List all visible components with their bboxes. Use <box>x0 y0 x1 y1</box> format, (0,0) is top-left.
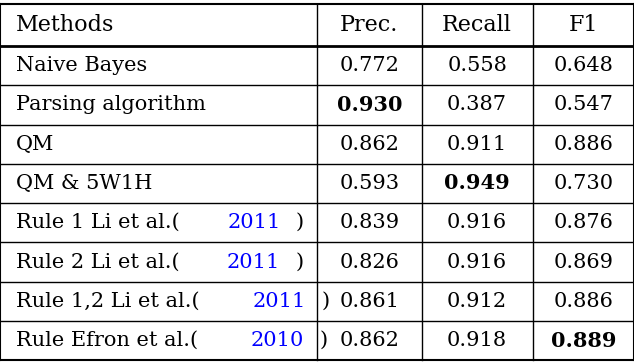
Text: 0.876: 0.876 <box>553 213 613 232</box>
Text: 0.949: 0.949 <box>444 174 510 194</box>
Text: ): ) <box>296 213 304 232</box>
Text: ): ) <box>320 331 328 350</box>
Text: 0.862: 0.862 <box>339 331 399 350</box>
Text: 0.916: 0.916 <box>447 213 507 232</box>
Text: Rule 2 Li et al.(: Rule 2 Li et al.( <box>16 253 179 272</box>
Text: 0.912: 0.912 <box>447 292 507 311</box>
Text: ): ) <box>321 292 330 311</box>
Text: ): ) <box>296 253 304 272</box>
Text: Prec.: Prec. <box>340 14 399 36</box>
Text: 2010: 2010 <box>251 331 304 350</box>
Text: Rule 1 Li et al.(: Rule 1 Li et al.( <box>16 213 179 232</box>
Text: QM: QM <box>16 135 54 154</box>
Text: 0.886: 0.886 <box>553 135 613 154</box>
Text: 0.839: 0.839 <box>339 213 399 232</box>
Text: Recall: Recall <box>442 14 512 36</box>
Text: 0.648: 0.648 <box>553 56 613 75</box>
Text: 0.886: 0.886 <box>553 292 613 311</box>
Text: Rule 1,2 Li et al.(: Rule 1,2 Li et al.( <box>16 292 200 311</box>
Text: 0.730: 0.730 <box>553 174 613 193</box>
Text: 0.772: 0.772 <box>339 56 399 75</box>
Text: 0.911: 0.911 <box>447 135 507 154</box>
Text: 0.861: 0.861 <box>339 292 399 311</box>
Text: 0.826: 0.826 <box>339 253 399 272</box>
Text: 0.916: 0.916 <box>447 253 507 272</box>
Text: 0.889: 0.889 <box>550 331 616 351</box>
Text: Methods: Methods <box>16 14 114 36</box>
Text: 0.547: 0.547 <box>553 95 613 114</box>
Text: F1: F1 <box>569 14 598 36</box>
Text: 0.930: 0.930 <box>337 95 402 115</box>
Text: 2011: 2011 <box>227 213 280 232</box>
Text: QM & 5W1H: QM & 5W1H <box>16 174 152 193</box>
Text: 2011: 2011 <box>227 253 280 272</box>
Text: 2011: 2011 <box>253 292 306 311</box>
Text: Naive Bayes: Naive Bayes <box>16 56 147 75</box>
Text: Parsing algorithm: Parsing algorithm <box>16 95 206 114</box>
Text: 0.558: 0.558 <box>447 56 507 75</box>
Text: 0.593: 0.593 <box>339 174 399 193</box>
Text: 0.387: 0.387 <box>447 95 507 114</box>
Text: 0.869: 0.869 <box>553 253 613 272</box>
Text: 0.862: 0.862 <box>339 135 399 154</box>
Text: Rule Efron et al.(: Rule Efron et al.( <box>16 331 198 350</box>
Text: 0.918: 0.918 <box>447 331 507 350</box>
